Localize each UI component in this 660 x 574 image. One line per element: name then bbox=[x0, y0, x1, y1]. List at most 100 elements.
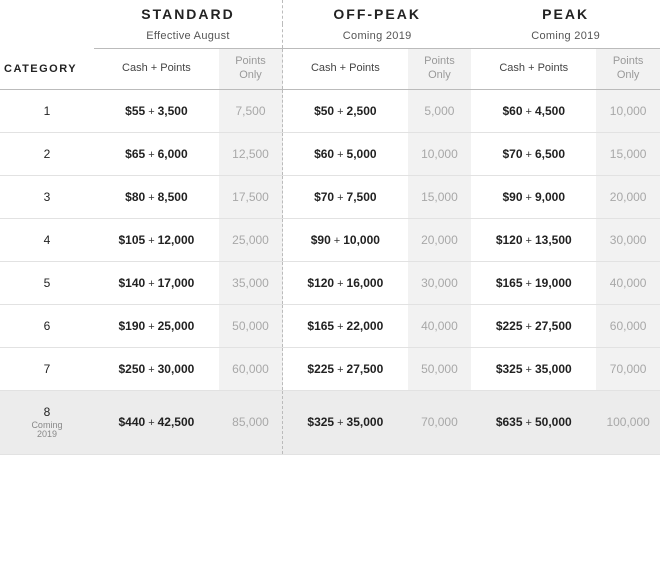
cash-value: $70 bbox=[314, 190, 334, 204]
points-value: 9,000 bbox=[535, 190, 565, 204]
cash-points-cell: $80+8,500 bbox=[94, 175, 219, 218]
colhead-off-cp: Cash + Points bbox=[283, 49, 408, 90]
cash-points-cell: $65+6,000 bbox=[94, 132, 219, 175]
colhead-peak-cp: Cash + Points bbox=[471, 49, 596, 90]
points-value: 25,000 bbox=[158, 319, 195, 333]
tier-subtitle-row: Effective August Coming 2019 Coming 2019 bbox=[0, 24, 660, 49]
category-cell: 7 bbox=[0, 347, 94, 390]
cash-points-cell: $55+3,500 bbox=[94, 89, 219, 132]
category-number: 5 bbox=[44, 276, 51, 290]
table-row: 8Coming2019$440+42,50085,000$325+35,0007… bbox=[0, 390, 660, 455]
points-value: 16,000 bbox=[347, 276, 384, 290]
plus-sign: + bbox=[145, 192, 157, 204]
cash-points-cell: $165+19,000 bbox=[471, 261, 596, 304]
plus-sign: + bbox=[334, 192, 346, 204]
category-number: 3 bbox=[44, 190, 51, 204]
plus-sign: + bbox=[145, 235, 157, 247]
points-value: 27,500 bbox=[535, 319, 572, 333]
points-value: 7,500 bbox=[347, 190, 377, 204]
cash-value: $120 bbox=[496, 233, 523, 247]
points-only-cell: 70,000 bbox=[596, 347, 660, 390]
points-value: 30,000 bbox=[158, 362, 195, 376]
points-only-cell: 7,500 bbox=[219, 89, 283, 132]
points-only-cell: 30,000 bbox=[596, 218, 660, 261]
plus-sign: + bbox=[334, 278, 346, 290]
points-only-cell: 10,000 bbox=[408, 132, 472, 175]
cash-points-cell: $140+17,000 bbox=[94, 261, 219, 304]
cash-points-cell: $250+30,000 bbox=[94, 347, 219, 390]
points-only-cell: 15,000 bbox=[596, 132, 660, 175]
points-value: 13,500 bbox=[535, 233, 572, 247]
category-number: 2 bbox=[44, 147, 51, 161]
table-row: 3$80+8,50017,500$70+7,50015,000$90+9,000… bbox=[0, 175, 660, 218]
plus-sign: + bbox=[523, 417, 535, 429]
cash-value: $55 bbox=[125, 104, 145, 118]
plus-sign: + bbox=[334, 106, 346, 118]
cash-points-cell: $60+5,000 bbox=[283, 132, 408, 175]
plus-sign: + bbox=[523, 364, 535, 376]
tier-sub-offpeak: Coming 2019 bbox=[283, 24, 472, 49]
points-only-cell: 17,500 bbox=[219, 175, 283, 218]
category-cell: 8Coming2019 bbox=[0, 390, 94, 455]
cash-points-cell: $325+35,000 bbox=[283, 390, 408, 455]
cash-value: $440 bbox=[118, 415, 145, 429]
points-only-cell: 15,000 bbox=[408, 175, 472, 218]
plus-sign: + bbox=[523, 278, 535, 290]
cash-value: $80 bbox=[125, 190, 145, 204]
plus-sign: + bbox=[334, 417, 346, 429]
pricing-table: STANDARD OFF-PEAK PEAK Effective August … bbox=[0, 0, 660, 455]
points-value: 50,000 bbox=[535, 415, 572, 429]
tier-sub-peak: Coming 2019 bbox=[471, 24, 660, 49]
points-only-cell: 25,000 bbox=[219, 218, 283, 261]
tier-title-row: STANDARD OFF-PEAK PEAK bbox=[0, 0, 660, 24]
cash-points-cell: $440+42,500 bbox=[94, 390, 219, 455]
points-only-cell: 20,000 bbox=[596, 175, 660, 218]
cash-value: $90 bbox=[311, 233, 331, 247]
points-only-cell: 5,000 bbox=[408, 89, 472, 132]
plus-sign: + bbox=[334, 364, 346, 376]
colhead-std-po: PointsOnly bbox=[219, 49, 283, 90]
table-row: 7$250+30,00060,000$225+27,50050,000$325+… bbox=[0, 347, 660, 390]
category-number: 7 bbox=[44, 362, 51, 376]
tier-title-offpeak: OFF-PEAK bbox=[333, 6, 421, 22]
table-row: 5$140+17,00035,000$120+16,00030,000$165+… bbox=[0, 261, 660, 304]
cash-points-cell: $105+12,000 bbox=[94, 218, 219, 261]
points-value: 17,000 bbox=[158, 276, 195, 290]
colhead-off-po: PointsOnly bbox=[408, 49, 472, 90]
cash-value: $65 bbox=[125, 147, 145, 161]
points-value: 35,000 bbox=[535, 362, 572, 376]
points-only-cell: 100,000 bbox=[596, 390, 660, 455]
points-only-cell: 10,000 bbox=[596, 89, 660, 132]
plus-sign: + bbox=[523, 235, 535, 247]
plus-sign: + bbox=[523, 106, 535, 118]
plus-sign: + bbox=[523, 149, 535, 161]
tier-title-peak: PEAK bbox=[542, 6, 589, 22]
table-row: 2$65+6,00012,500$60+5,00010,000$70+6,500… bbox=[0, 132, 660, 175]
points-only-cell: 20,000 bbox=[408, 218, 472, 261]
points-value: 4,500 bbox=[535, 104, 565, 118]
cash-value: $325 bbox=[307, 415, 334, 429]
points-value: 22,000 bbox=[347, 319, 384, 333]
plus-sign: + bbox=[145, 321, 157, 333]
points-only-cell: 70,000 bbox=[408, 390, 472, 455]
category-cell: 5 bbox=[0, 261, 94, 304]
points-value: 3,500 bbox=[158, 104, 188, 118]
cash-points-cell: $190+25,000 bbox=[94, 304, 219, 347]
cash-points-cell: $120+16,000 bbox=[283, 261, 408, 304]
cash-points-cell: $225+27,500 bbox=[471, 304, 596, 347]
table-body: 1$55+3,5007,500$50+2,5005,000$60+4,50010… bbox=[0, 89, 660, 455]
category-number: 6 bbox=[44, 319, 51, 333]
colhead-peak-po: PointsOnly bbox=[596, 49, 660, 90]
points-only-cell: 12,500 bbox=[219, 132, 283, 175]
points-only-cell: 85,000 bbox=[219, 390, 283, 455]
plus-sign: + bbox=[145, 106, 157, 118]
category-cell: 4 bbox=[0, 218, 94, 261]
points-only-cell: 40,000 bbox=[408, 304, 472, 347]
points-only-cell: 60,000 bbox=[219, 347, 283, 390]
points-value: 2,500 bbox=[347, 104, 377, 118]
category-header: CATEGORY bbox=[0, 49, 94, 90]
cash-value: $635 bbox=[496, 415, 523, 429]
cash-value: $165 bbox=[307, 319, 334, 333]
plus-sign: + bbox=[145, 149, 157, 161]
points-value: 19,000 bbox=[535, 276, 572, 290]
